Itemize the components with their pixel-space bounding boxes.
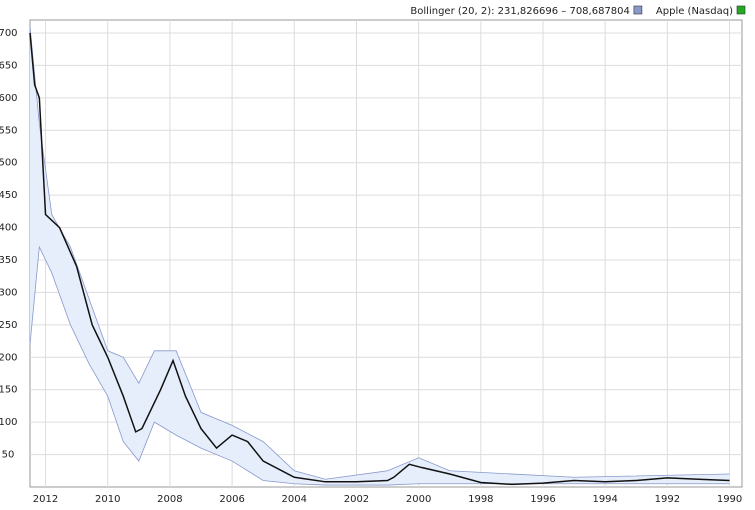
y-tick-label: 200 (0, 352, 18, 363)
y-tick-label: 450 (0, 190, 18, 201)
legend-swatch (736, 5, 746, 15)
x-tick-label: 2008 (157, 494, 182, 505)
y-tick-label: 500 (0, 158, 18, 169)
y-tick-label: 650 (0, 60, 18, 71)
x-tick-label: 2002 (344, 494, 369, 505)
band-line (29, 26, 730, 480)
price-line (29, 32, 730, 486)
x-tick-label: 2006 (219, 494, 244, 505)
y-tick-label: 550 (0, 125, 18, 136)
y-tick-label: 150 (0, 385, 18, 396)
y-tick-label: 250 (0, 320, 18, 331)
x-tick-label: 1990 (717, 494, 742, 505)
band-line (29, 245, 730, 486)
x-tick-label: 2010 (95, 494, 120, 505)
x-tick-label: 2000 (406, 494, 431, 505)
legend-label: Bollinger (20, 2): 231,826696 – 708,6878… (410, 6, 629, 17)
x-tick-label: 1994 (592, 494, 617, 505)
x-tick-label: 2004 (282, 494, 307, 505)
legend-label: Apple (Nasdaq) (656, 6, 733, 17)
y-tick-label: 100 (0, 417, 18, 428)
y-tick-label: 300 (0, 287, 18, 298)
x-tick-label: 1996 (530, 494, 555, 505)
x-tick-label: 1998 (468, 494, 493, 505)
x-tick-label: 1992 (655, 494, 680, 505)
y-tick-label: 700 (0, 28, 18, 39)
y-tick-label: 350 (0, 255, 18, 266)
x-tick-label: 2012 (33, 494, 58, 505)
y-tick-label: 50 (2, 450, 15, 461)
legend-swatch (633, 5, 643, 15)
y-tick-label: 600 (0, 93, 18, 104)
y-tick-label: 400 (0, 223, 18, 234)
